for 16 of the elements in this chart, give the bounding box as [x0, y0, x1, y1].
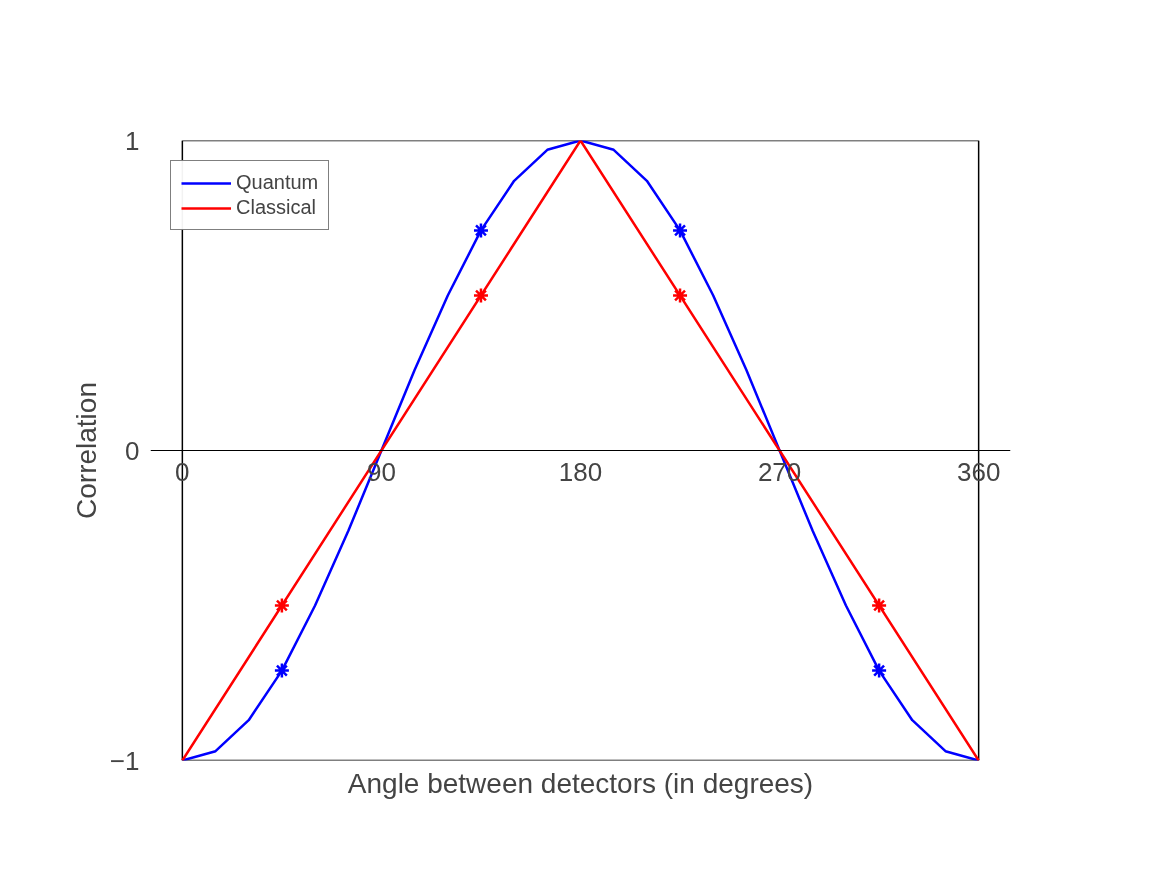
point: [273, 597, 291, 614]
y-tick-label: −1: [109, 745, 140, 776]
legend-label: Classical: [236, 196, 317, 219]
x-tick-label: 180: [558, 456, 603, 487]
y-tick-label: 1: [125, 125, 140, 156]
legend-label: Quantum: [236, 171, 319, 194]
point: [870, 662, 888, 679]
y-tick-label: 0: [125, 435, 140, 466]
point: [472, 287, 490, 304]
point: [671, 222, 689, 239]
x-axis-title: Angle between detectors (in degrees): [347, 767, 814, 799]
point: [472, 222, 490, 239]
point: [273, 662, 291, 679]
point: [870, 597, 888, 614]
y-axis-title: Correlation: [70, 382, 102, 519]
point: [671, 287, 689, 304]
